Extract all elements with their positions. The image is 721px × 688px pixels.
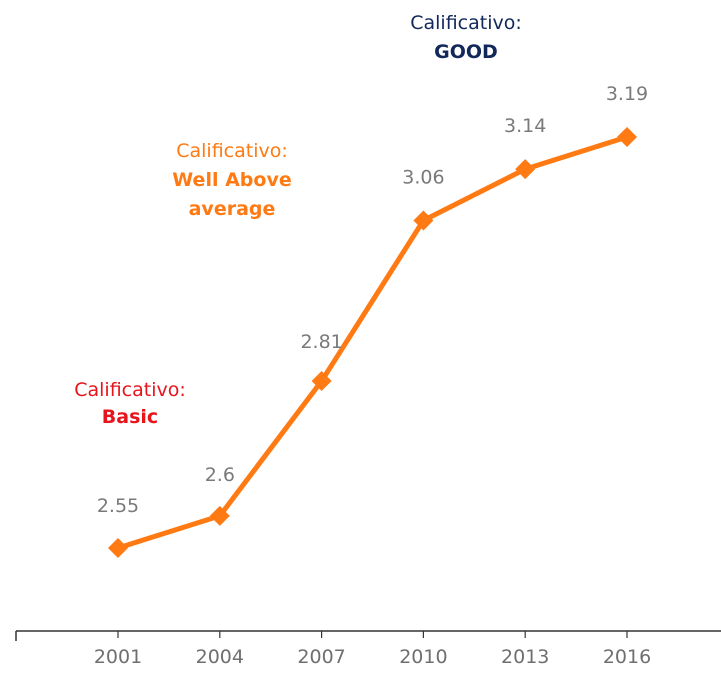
x-tick-label: 2016: [603, 646, 651, 668]
data-point-marker: [209, 505, 230, 526]
annotation-label: Calificativo:: [176, 140, 288, 162]
annotation-rating: average: [189, 198, 276, 220]
annotation-label: Calificativo:: [74, 379, 186, 401]
data-point-marker: [515, 159, 536, 180]
data-label: 2.55: [97, 495, 139, 517]
data-label: 3.06: [402, 166, 444, 188]
annotation-layer: Calificativo: Basic Calificativo: Well Abov…: [74, 12, 522, 428]
x-tick-label: 2013: [501, 646, 549, 668]
x-tick-label: 2004: [196, 646, 244, 668]
data-point-marker: [108, 538, 128, 558]
annotation-rating: Basic: [102, 406, 158, 428]
x-tick-label: 2007: [297, 646, 345, 668]
x-tick-label: 2001: [94, 646, 142, 668]
x-axis: 2001 2004 2007 2010 2013 2016: [15, 630, 721, 668]
annotation: Calificativo: Basic: [74, 379, 186, 428]
data-label: 2.6: [205, 464, 235, 486]
value-label-layer: 2.55 2.6 2.81 3.06 3.14 3.19: [97, 83, 648, 517]
series-line: [115, 134, 630, 551]
annotation-rating: GOOD: [434, 41, 498, 63]
data-point-marker: [413, 210, 434, 231]
marker-layer: [108, 127, 637, 558]
series-layer: [115, 134, 630, 551]
x-tick-label: 2010: [399, 646, 447, 668]
data-label: 3.14: [504, 115, 546, 137]
data-point-marker: [311, 371, 332, 392]
data-label: 3.19: [606, 83, 648, 105]
data-point-marker: [617, 127, 637, 147]
annotation-label: Calificativo:: [410, 12, 522, 34]
annotation-rating: Well Above: [172, 169, 291, 191]
annotation: Calificativo: GOOD: [410, 12, 522, 63]
data-label: 2.81: [300, 331, 342, 353]
annotation: Calificativo: Well Above average: [172, 140, 291, 220]
